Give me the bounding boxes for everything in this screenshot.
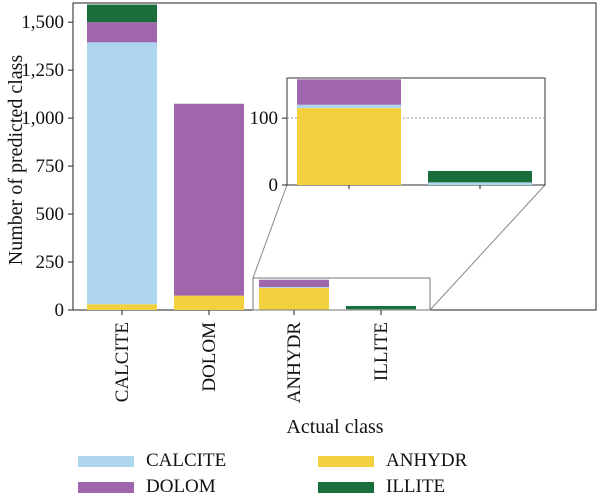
bar-calcite-anhydr xyxy=(87,304,157,310)
bar-calcite-dolom xyxy=(87,22,157,43)
zoom-connector-left xyxy=(252,184,288,279)
bar-anhydr-calcite xyxy=(259,286,329,288)
legend-swatch-anhydr xyxy=(318,455,374,467)
y-tick-label-1250: 1,250 xyxy=(21,60,64,81)
legend-item-calcite: CALCITE xyxy=(78,450,226,472)
bar-dolom-dolom xyxy=(174,103,244,296)
legend-label-anhydr: ANHYDR xyxy=(386,450,468,471)
y-axis-title: Number of predicted class xyxy=(5,55,27,266)
legend-label-calcite: CALCITE xyxy=(146,450,227,471)
legend-label-dolom: DOLOM xyxy=(146,476,216,497)
y-tick-label-1500: 1,500 xyxy=(21,12,64,33)
bar-illite-illite xyxy=(346,305,416,310)
x-tick-label-dolom: DOLOM xyxy=(199,322,220,392)
legend-swatch-calcite xyxy=(78,455,134,467)
inset-bar-illite-illite xyxy=(428,170,532,183)
legend-swatch-dolom xyxy=(78,481,134,493)
y-tick-label-1000: 1,000 xyxy=(21,108,64,129)
legend-label-illite: ILLITE xyxy=(386,476,446,497)
inset-y-tick-label-100: 100 xyxy=(250,108,279,129)
bar-anhydr-anhydr xyxy=(259,287,329,310)
zoom-region-box xyxy=(252,277,431,311)
bar-calcite-illite xyxy=(87,4,157,23)
x-axis-title: Actual class xyxy=(286,416,383,438)
inset-bar-anhydr-dolom xyxy=(297,79,401,105)
bar-dolom-anhydr xyxy=(174,295,244,310)
y-tick-label-750: 750 xyxy=(36,156,65,177)
zoom-connector-right xyxy=(429,184,546,311)
y-tick-label-500: 500 xyxy=(36,204,65,225)
main-plot-area: 0 250 500 750 1,000 1,250 1,500 CALCITE DOLOM ANH… xyxy=(21,2,597,404)
inset-y-tick-label-0: 0 xyxy=(269,175,279,196)
legend-item-illite: ILLITE xyxy=(318,476,445,498)
bar-anhydr-dolom xyxy=(259,279,329,287)
inset-bar-anhydr-calcite xyxy=(297,104,401,109)
legend-item-dolom: DOLOM xyxy=(78,476,216,498)
inset-zoom-region xyxy=(252,184,546,311)
inset-plot-area: 0 100 xyxy=(250,77,546,196)
x-tick-label-anhydr: ANHYDR xyxy=(284,322,305,404)
legend: CALCITE ANHYDR DOLOM ILLITE xyxy=(78,450,498,500)
inset-bar-anhydr-anhydr xyxy=(297,108,401,185)
bar-calcite-calcite xyxy=(87,42,157,305)
inset-bar-illite-calcite xyxy=(428,182,532,185)
x-tick-label-calcite: CALCITE xyxy=(112,322,133,402)
x-tick-label-illite: ILLITE xyxy=(371,322,392,381)
y-tick-label-0: 0 xyxy=(55,300,65,321)
y-tick-label-250: 250 xyxy=(36,252,65,273)
legend-item-anhydr: ANHYDR xyxy=(318,450,467,472)
legend-swatch-illite xyxy=(318,481,374,493)
